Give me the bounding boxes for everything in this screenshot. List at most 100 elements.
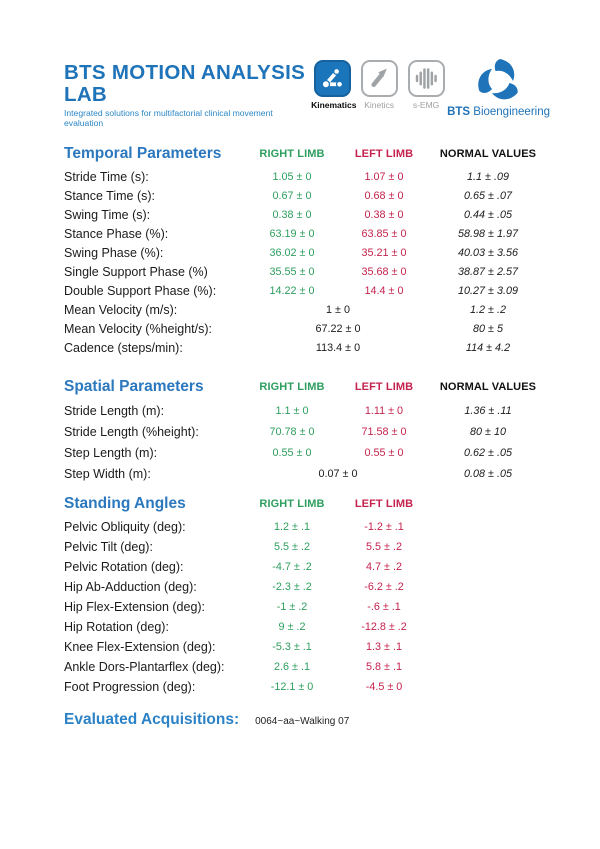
table-row: Swing Phase (%): 36.02 ± 0 35.21 ± 0 40.03 … (64, 243, 550, 262)
value-right-limb: 0.38 ± 0 (272, 208, 312, 221)
evaluated-acquisitions-value: 0064~aa~Walking 07 (255, 716, 350, 728)
column-header-left-limb: LEFT LIMB (354, 148, 414, 161)
bts-bioengineering-logo: BTS Bioengineering (447, 56, 550, 118)
value-left-limb: 1.11 ± 0 (364, 404, 404, 417)
value-both-limbs: 67.22 ± 0 (315, 322, 361, 335)
table-row: Mean Velocity (m/s): 1 ± 0 1.2 ± .2 (64, 300, 550, 319)
section-header-row: Standing Angles RIGHT LIMB LEFT LIMB (64, 492, 550, 516)
row-label: Stride Time (s): (64, 169, 149, 184)
value-left-limb: -12.8 ± .2 (361, 621, 407, 634)
semg-waveform-icon (407, 60, 445, 97)
value-right-limb: 5.5 ± .2 (274, 541, 310, 554)
value-normal: 80 ± 10 (470, 425, 506, 438)
row-label: Pelvic Obliquity (deg): (64, 520, 186, 535)
row-label: Cadence (steps/min): (64, 340, 183, 355)
table-row: Hip Ab-Adduction (deg): -2.3 ± .2 -6.2 ± .… (64, 577, 550, 597)
row-label: Hip Rotation (deg): (64, 620, 169, 635)
value-normal: 0.65 ± .07 (464, 189, 512, 202)
section-title: Spatial Parameters (64, 378, 204, 396)
row-label: Hip Ab-Adduction (deg): (64, 580, 197, 595)
value-normal: 38.87 ± 2.57 (458, 265, 518, 278)
column-header-left-limb: LEFT LIMB (354, 498, 414, 511)
value-left-limb: 1.3 ± .1 (366, 641, 402, 654)
section-title: Standing Angles (64, 495, 186, 513)
value-normal: 40.03 ± 3.56 (458, 246, 518, 259)
column-header-left-limb: LEFT LIMB (354, 381, 414, 394)
value-right-limb: 70.78 ± 0 (269, 425, 315, 438)
table-row: Single Support Phase (%) 35.55 ± 0 35.68 ±… (64, 262, 550, 281)
value-right-limb: 0.67 ± 0 (272, 189, 312, 202)
table-row: Stance Phase (%): 63.19 ± 0 63.85 ± 0 58.98… (64, 224, 550, 243)
row-label: Stride Length (m): (64, 403, 165, 418)
value-normal: 0.62 ± .05 (464, 446, 512, 459)
value-right-limb: -2.3 ± .2 (272, 581, 312, 594)
value-left-limb: 0.55 ± 0 (364, 446, 404, 459)
value-normal: 1.1 ± .09 (467, 170, 509, 183)
row-label: Foot Progression (deg): (64, 680, 196, 695)
value-normal: 10.27 ± 3.09 (458, 284, 518, 297)
tab-semg[interactable]: s-EMG (405, 60, 447, 110)
row-label: Mean Velocity (%height/s): (64, 321, 212, 336)
value-right-limb: -4.7 ± .2 (272, 561, 312, 574)
value-left-limb: -4.5 ± 0 (365, 681, 403, 694)
tab-kinematics-label: Kinematics (311, 100, 357, 110)
section-temporal-parameters: Temporal Parameters RIGHT LIMB LEFT LIMB… (64, 142, 550, 357)
value-left-limb: 71.58 ± 0 (361, 425, 407, 438)
row-label: Single Support Phase (%) (64, 264, 208, 279)
kinetics-arrow-icon (360, 60, 398, 97)
value-left-limb: 1.07 ± 0 (364, 170, 404, 183)
value-right-limb: 14.22 ± 0 (269, 284, 315, 297)
table-row: Pelvic Obliquity (deg): 1.2 ± .1 -1.2 ± .1 (64, 517, 550, 537)
section-rows: Pelvic Obliquity (deg): 1.2 ± .1 -1.2 ± .1… (64, 517, 550, 697)
table-row: Stance Time (s): 0.67 ± 0 0.68 ± 0 0.65 ± .… (64, 186, 550, 205)
section-rows: Stride Time (s): 1.05 ± 0 1.07 ± 0 1.1 ± .0… (64, 167, 550, 357)
section-header-row: Temporal Parameters RIGHT LIMB LEFT LIMB… (64, 142, 550, 166)
row-label: Mean Velocity (m/s): (64, 302, 178, 317)
bts-swirl-icon (477, 59, 518, 100)
section-title: Temporal Parameters (64, 145, 222, 163)
tab-kinematics[interactable]: Kinematics (311, 60, 357, 110)
row-label: Knee Flex-Extension (deg): (64, 640, 216, 655)
tab-semg-label: s-EMG (412, 100, 440, 110)
table-row: Stride Length (m): 1.1 ± 0 1.11 ± 0 1.36 ± … (64, 400, 550, 421)
value-left-limb: 0.38 ± 0 (364, 208, 404, 221)
row-label: Ankle Dors-Plantarflex (deg): (64, 660, 225, 675)
table-row: Mean Velocity (%height/s): 67.22 ± 0 80 ± … (64, 319, 550, 338)
section-rows: Stride Length (m): 1.1 ± 0 1.11 ± 0 1.36 ± … (64, 400, 550, 484)
table-row: Step Length (m): 0.55 ± 0 0.55 ± 0 0.62 ± .… (64, 442, 550, 463)
row-label: Stance Phase (%): (64, 226, 169, 241)
value-left-limb: 63.85 ± 0 (361, 227, 407, 240)
value-normal: 1.36 ± .11 (464, 404, 512, 417)
value-normal: 58.98 ± 1.97 (458, 227, 518, 240)
table-row: Hip Rotation (deg): 9 ± .2 -12.8 ± .2 (64, 617, 550, 637)
value-right-limb: 0.55 ± 0 (272, 446, 312, 459)
table-row: Hip Flex-Extension (deg): -1 ± .2 -.6 ± .1 (64, 597, 550, 617)
app-subtitle: Integrated solutions for multifactorial … (64, 108, 273, 129)
evaluated-acquisitions-label: Evaluated Acquisitions: (64, 711, 240, 729)
value-left-limb: -1.2 ± .1 (364, 521, 404, 534)
module-tabs: Kinematics Kinetics (311, 56, 447, 110)
value-right-limb: 35.55 ± 0 (269, 265, 315, 278)
app-title: BTS MOTION ANALYSIS LAB (64, 61, 306, 106)
value-right-limb: 1.2 ± .1 (274, 521, 310, 534)
value-both-limbs: 0.07 ± 0 (318, 467, 358, 480)
table-row: Pelvic Tilt (deg): 5.5 ± .2 5.5 ± .2 (64, 537, 550, 557)
row-label: Swing Time (s): (64, 207, 151, 222)
value-left-limb: 0.68 ± 0 (364, 189, 404, 202)
table-row: Stride Length (%height): 70.78 ± 0 71.58 ±… (64, 421, 550, 442)
table-row: Ankle Dors-Plantarflex (deg): 2.6 ± .1 5.8… (64, 657, 550, 677)
value-right-limb: 63.19 ± 0 (269, 227, 315, 240)
value-both-limbs: 113.4 ± 0 (315, 341, 361, 354)
value-right-limb: 1.1 ± 0 (275, 404, 309, 417)
tab-kinetics[interactable]: Kinetics (358, 60, 400, 110)
report-header: BTS MOTION ANALYSIS LAB Integrated solut… (64, 56, 550, 128)
value-both-limbs: 1 ± 0 (326, 303, 350, 316)
row-label: Stride Length (%height): (64, 424, 199, 439)
column-header-right-limb: RIGHT LIMB (259, 148, 325, 161)
logo-text: BTS Bioengineering (447, 106, 550, 118)
section-header-row: Spatial Parameters RIGHT LIMB LEFT LIMB … (64, 375, 550, 399)
value-normal: 114 ± 4.2 (465, 341, 511, 354)
table-row: Double Support Phase (%): 14.22 ± 0 14.4 ±… (64, 281, 550, 300)
evaluated-acquisitions: Evaluated Acquisitions: 0064~aa~Walking … (64, 711, 550, 729)
value-left-limb: 4.7 ± .2 (366, 561, 402, 574)
